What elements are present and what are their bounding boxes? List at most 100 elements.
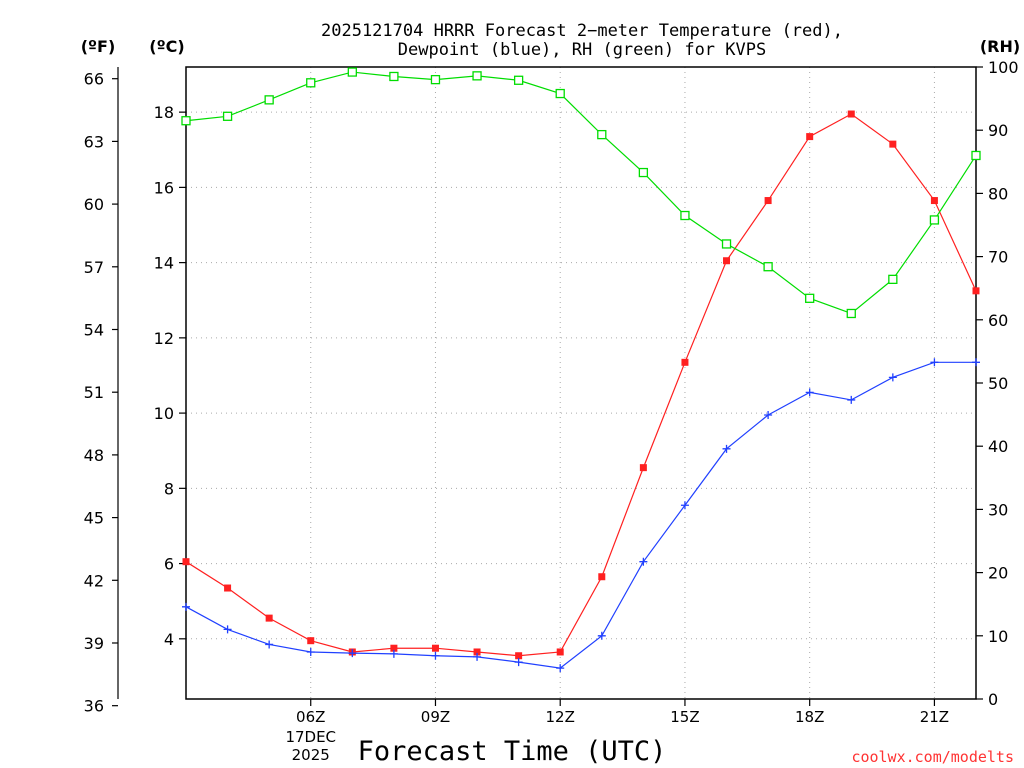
rh-tick-label: 50 bbox=[988, 374, 1008, 393]
rh-point bbox=[472, 71, 482, 81]
dewpoint-point bbox=[639, 557, 648, 566]
temperature-point bbox=[972, 287, 980, 295]
rh-point bbox=[264, 95, 274, 105]
x-tick-label: 15Z bbox=[670, 708, 699, 726]
x-tick-label: 12Z bbox=[546, 708, 575, 726]
temperature-point bbox=[681, 358, 689, 366]
rh-point bbox=[430, 74, 441, 85]
fahrenheit-tick-label: 36 bbox=[84, 697, 104, 716]
dewpoint-point bbox=[431, 651, 440, 660]
rh-line bbox=[185, 71, 977, 315]
axes: 4 6 8 10 12 14 16 18 36 39 42 45 48 51 54 57 60 63 66 0 10 20… bbox=[84, 58, 1019, 726]
celsius-tick-label: 14 bbox=[154, 254, 174, 273]
rh-point bbox=[971, 150, 981, 161]
dewpoint-point bbox=[556, 664, 565, 673]
rh-point bbox=[306, 78, 316, 88]
fahrenheit-tick-label: 54 bbox=[84, 320, 104, 339]
celsius-tick-label: 10 bbox=[154, 404, 174, 423]
temperature-line bbox=[185, 113, 977, 657]
x-tick-label: 18Z bbox=[795, 708, 824, 726]
rh-point bbox=[347, 67, 357, 77]
rh-point bbox=[222, 111, 233, 121]
celsius-tick-label: 12 bbox=[154, 329, 174, 348]
rh-point bbox=[805, 293, 815, 303]
dewpoint-point bbox=[805, 388, 814, 397]
x-tick-label: 06Z bbox=[296, 708, 325, 726]
fahrenheit-tick-label: 48 bbox=[84, 446, 104, 465]
temperature-point bbox=[515, 652, 523, 660]
dewpoint-point bbox=[182, 602, 190, 611]
dewpoint-point bbox=[514, 658, 523, 667]
rh-point bbox=[721, 239, 732, 249]
rh-tick-label: 20 bbox=[988, 564, 1008, 583]
rh-point bbox=[597, 129, 607, 140]
dewpoint-point bbox=[888, 373, 897, 382]
rh-tick-label: 80 bbox=[988, 184, 1008, 203]
celsius-tick-label: 4 bbox=[164, 630, 174, 649]
temperature-point bbox=[556, 648, 564, 656]
grid-lines bbox=[186, 67, 976, 699]
dewpoint-point bbox=[348, 649, 357, 658]
dewpoint-point bbox=[389, 649, 398, 658]
temperature-point bbox=[182, 558, 190, 566]
fahrenheit-tick-label: 66 bbox=[84, 70, 104, 89]
rh-tick-label: 100 bbox=[988, 58, 1019, 77]
temperature-point bbox=[723, 257, 731, 265]
rh-point bbox=[763, 262, 773, 272]
temperature-point bbox=[930, 197, 938, 205]
temperature-point bbox=[265, 614, 273, 622]
rh-tick-label: 10 bbox=[988, 627, 1008, 646]
left-outer-unit-label: (ºF) bbox=[81, 37, 116, 56]
rh-point bbox=[680, 210, 690, 221]
temperature-point bbox=[473, 648, 481, 656]
temperature-point bbox=[847, 110, 855, 118]
celsius-tick-label: 16 bbox=[154, 178, 174, 197]
fahrenheit-tick-label: 45 bbox=[84, 509, 104, 528]
right-unit-label: (RH) bbox=[980, 37, 1020, 56]
fahrenheit-tick-label: 57 bbox=[84, 258, 104, 277]
credit-label: coolwx.com/modelts bbox=[851, 748, 1014, 766]
dewpoint-point bbox=[223, 625, 232, 634]
dewpoint-point bbox=[680, 501, 689, 510]
chart-title-line2: Dewpoint (blue), RH (green) for KVPS bbox=[398, 40, 766, 60]
celsius-tick-label: 18 bbox=[154, 103, 174, 122]
plot-frame bbox=[185, 66, 977, 700]
rh-point bbox=[513, 75, 524, 85]
temperature-point bbox=[639, 464, 647, 472]
rh-point bbox=[929, 215, 940, 225]
data-series bbox=[181, 67, 981, 673]
temperature-point bbox=[224, 584, 232, 592]
dewpoint-point bbox=[972, 358, 980, 367]
dewpoint-line bbox=[185, 361, 976, 669]
rh-point bbox=[555, 88, 565, 99]
temperature-point bbox=[889, 140, 897, 148]
fahrenheit-tick-label: 60 bbox=[84, 195, 104, 214]
temperature-point bbox=[806, 133, 814, 141]
left-inner-unit-label: (ºC) bbox=[149, 37, 184, 56]
series-temperature bbox=[182, 110, 980, 660]
x-tick-label: 09Z bbox=[421, 708, 450, 726]
temperature-point bbox=[764, 197, 772, 205]
rh-tick-label: 60 bbox=[988, 311, 1008, 330]
temperature-point bbox=[307, 637, 315, 645]
fahrenheit-tick-label: 42 bbox=[84, 571, 104, 590]
rh-tick-label: 70 bbox=[988, 248, 1008, 267]
dewpoint-point bbox=[847, 395, 856, 404]
rh-tick-label: 90 bbox=[988, 121, 1008, 140]
series-dewpoint bbox=[182, 358, 980, 673]
temperature-point bbox=[598, 573, 606, 581]
chart-title-line1: 2025121704 HRRR Forecast 2−meter Tempera… bbox=[321, 21, 843, 41]
dewpoint-point bbox=[265, 640, 274, 649]
x-axis-title: Forecast Time (UTC) bbox=[358, 736, 667, 767]
celsius-tick-label: 6 bbox=[164, 555, 174, 574]
temperature-point bbox=[390, 644, 398, 652]
fahrenheit-tick-label: 51 bbox=[84, 383, 104, 402]
rh-tick-label: 30 bbox=[988, 500, 1008, 519]
temperature-point bbox=[431, 644, 439, 652]
rh-point bbox=[389, 71, 399, 82]
date-label-line2: 2025 bbox=[292, 746, 330, 764]
fahrenheit-tick-label: 63 bbox=[84, 132, 104, 151]
fahrenheit-tick-label: 39 bbox=[84, 634, 104, 653]
dewpoint-point bbox=[473, 652, 482, 661]
